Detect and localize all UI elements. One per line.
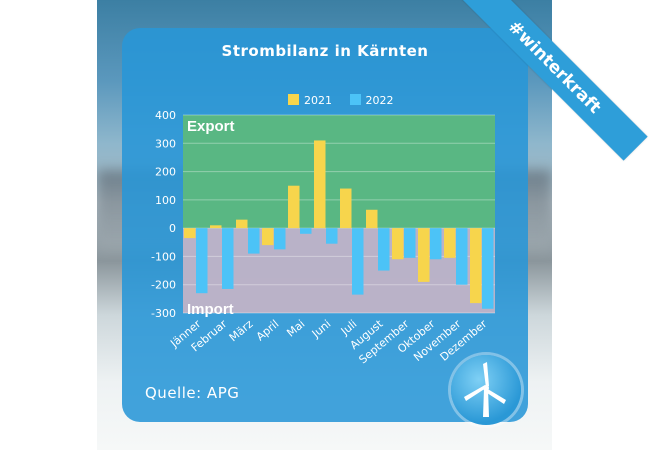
bar-2022-oktober <box>430 228 442 260</box>
bar-2021-juli <box>340 188 352 229</box>
bar-2022-mai <box>300 228 312 234</box>
import-region-label: Import <box>187 301 234 318</box>
x-tick-label: Mai <box>284 317 307 339</box>
legend-swatch-2021 <box>288 94 299 105</box>
y-tick-label: -200 <box>151 279 176 292</box>
bar-2021-august <box>366 209 378 229</box>
bar-2022-märz <box>248 228 260 254</box>
bar-2022-april <box>274 228 286 250</box>
bar-2021-mai <box>288 185 300 229</box>
y-tick-label: 200 <box>155 166 176 179</box>
export-region <box>183 115 495 229</box>
legend-label-2021: 2021 <box>304 94 332 107</box>
x-tick-label: Juni <box>309 317 334 341</box>
wind-turbine-icon <box>451 355 521 425</box>
bar-2022-februar <box>222 228 234 289</box>
bar-2021-märz <box>236 219 248 229</box>
x-tick-label: März <box>227 317 256 344</box>
y-tick-label: 400 <box>155 109 176 122</box>
legend-item-2021: 2021 <box>288 94 332 107</box>
import-region <box>183 228 495 313</box>
bar-2022-juli <box>352 228 364 295</box>
x-tick-label: April <box>254 317 282 343</box>
bar-2021-jänner <box>184 228 196 239</box>
legend-label-2022: 2022 <box>365 94 394 107</box>
bar-2022-september <box>404 228 416 258</box>
bar-2021-februar <box>210 225 222 229</box>
y-tick-label: -100 <box>151 250 176 263</box>
bar-2021-oktober <box>418 228 430 282</box>
bar-2021-juni <box>314 140 326 229</box>
bar-2022-jänner <box>196 228 208 294</box>
bar-2022-november <box>456 228 468 285</box>
y-tick-label: 100 <box>155 194 176 207</box>
legend: 2021 2022 <box>288 94 408 110</box>
export-region-label: Export <box>187 118 235 135</box>
bar-2021-september <box>392 228 404 260</box>
legend-swatch-2022 <box>349 94 361 105</box>
bar-2022-juni <box>326 228 338 244</box>
source-note: Quelle: APG <box>145 384 240 402</box>
y-tick-label: 300 <box>155 137 176 150</box>
bar-2021-april <box>262 228 274 246</box>
y-tick-label: 0 <box>169 222 176 235</box>
bar-2022-august <box>378 228 390 271</box>
bar-2021-dezember <box>470 228 482 304</box>
chart-title: Strombilanz in Kärnten <box>221 42 429 60</box>
bar-2021-november <box>444 228 456 258</box>
y-tick-label: -300 <box>151 307 176 320</box>
bar-2022-dezember <box>482 228 494 309</box>
legend-item-2022: 2022 <box>349 94 394 107</box>
